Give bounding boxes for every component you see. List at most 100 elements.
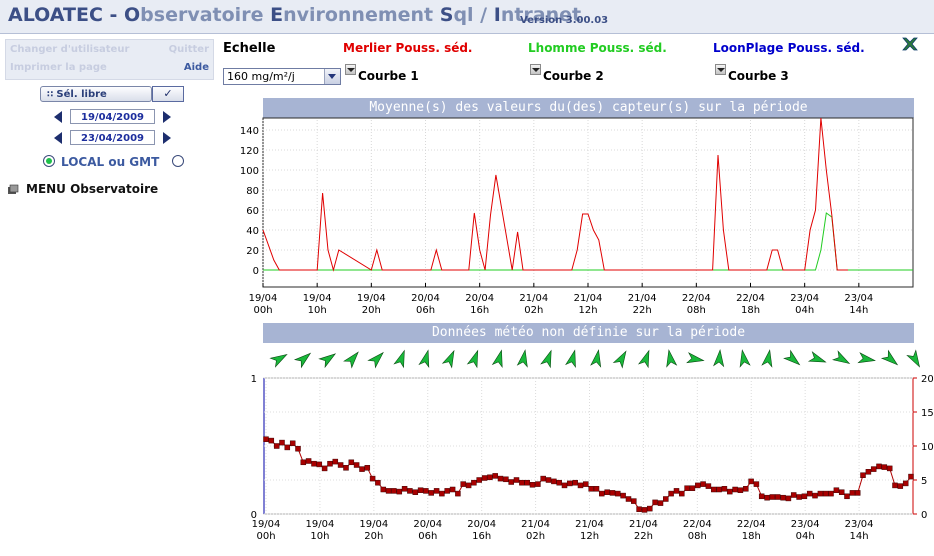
selection-mode-button[interactable]: ∷ Sél. libre	[40, 86, 152, 102]
wind-arrow-icon	[612, 350, 627, 369]
chart2-data-point	[359, 466, 365, 472]
app-title-part: I	[493, 4, 501, 26]
chart2-data-point	[838, 489, 845, 495]
chart1-y-tick: 120	[240, 146, 259, 157]
chart2-data-point	[599, 490, 605, 497]
chart-banner: Moyenne(s) des valeurs du(des) capteur(s…	[263, 98, 914, 118]
chart1-y-tick: 20	[246, 246, 259, 257]
chart2-x-tick-hour: 04h	[796, 531, 815, 542]
chart1-y-tick: 140	[240, 126, 259, 137]
previous-end-date-arrow-icon[interactable]	[54, 132, 62, 144]
next-start-date-arrow-icon[interactable]	[163, 111, 171, 123]
wind-arrow-shape	[293, 352, 312, 369]
chart2-data-point	[652, 499, 658, 506]
previous-start-date-arrow-icon[interactable]	[54, 111, 62, 123]
chart1-y-tick: 100	[240, 166, 259, 177]
next-end-date-arrow-icon[interactable]	[163, 132, 171, 144]
chart2-data-point	[508, 479, 514, 485]
wind-arrow-shape	[491, 349, 503, 369]
chart2-data-point	[817, 490, 824, 497]
curve-2-dropdown-icon[interactable]	[530, 64, 541, 75]
chart2-data-point	[353, 462, 360, 468]
curve-1-dropdown-icon[interactable]	[345, 64, 356, 75]
chart2-data-point	[796, 494, 802, 500]
chart2-data-point	[279, 439, 285, 446]
print-page-link[interactable]: Imprimer la page	[10, 62, 107, 73]
chart2-y-left-tick: 1	[251, 374, 257, 385]
wind-arrow-shape	[832, 350, 851, 365]
chart2-data-point	[716, 486, 722, 493]
wind-arrow-shape	[739, 349, 751, 368]
chart1-x-tick-date: 19/04	[303, 293, 332, 304]
wind-arrow-shape	[318, 353, 337, 369]
chart2-data-point	[753, 481, 760, 487]
change-user-link[interactable]: Changer d'utilisateur	[10, 44, 130, 55]
wind-arrow-icon	[516, 349, 528, 368]
chart2-data-point	[897, 483, 904, 489]
help-link[interactable]: Aide	[183, 62, 209, 73]
app-title-part: ALOATEC -	[8, 4, 125, 26]
scale-select-value: 160 mg/m²/j	[227, 70, 295, 83]
meteo-banner: Données météo non définie sur la période	[263, 323, 914, 343]
chart2-data-point	[439, 490, 445, 497]
chart2-data-point	[396, 488, 403, 495]
wind-arrow-icon	[367, 351, 384, 369]
wind-arrow-shape	[807, 351, 827, 363]
grid-icon: ∷	[47, 90, 57, 100]
chevron-down-icon[interactable]	[324, 69, 340, 84]
meteo-chart: 010510152019/0400h19/0410h19/0420h20/040…	[251, 374, 934, 542]
excel-export-icon[interactable]	[902, 37, 918, 51]
chart2-x-tick-hour: 02h	[526, 531, 545, 542]
local-time-radio[interactable]	[43, 155, 55, 167]
chart2-x-tick-hour: 16h	[472, 531, 491, 542]
chart1-x-tick-hour: 20h	[362, 305, 381, 316]
chart2-x-tick-date: 21/04	[575, 519, 604, 530]
sensor-label-1: Merlier Pouss. séd.	[343, 41, 473, 55]
chart1-y-tick: 60	[246, 206, 259, 217]
chart2-data-point	[513, 477, 520, 483]
chart2-data-point	[631, 498, 637, 504]
wind-arrow-shape	[857, 352, 876, 364]
chart2-data-point	[529, 482, 536, 488]
scale-select[interactable]: 160 mg/m²/j	[223, 68, 341, 85]
chart2-data-point	[428, 490, 434, 496]
chart2-data-point	[833, 487, 840, 493]
quit-link[interactable]: Quitter	[168, 44, 209, 55]
chart2-data-point	[695, 482, 701, 489]
chart2-data-point	[519, 479, 525, 486]
chart2-x-tick-hour: 00h	[256, 531, 275, 542]
chart2-x-tick-date: 23/04	[791, 519, 820, 530]
wind-arrow-shape	[540, 349, 552, 369]
chart1-x-tick-hour: 12h	[578, 305, 597, 316]
chart2-data-point	[737, 487, 744, 493]
chart1-x-tick-date: 21/04	[574, 293, 603, 304]
chart2-x-tick-hour: 14h	[850, 531, 869, 542]
chart1-x-tick-date: 20/04	[411, 293, 440, 304]
validate-button[interactable]: ✓	[152, 86, 184, 102]
gmt-time-radio[interactable]	[172, 155, 184, 167]
menu-observatoire-link[interactable]: MENU Observatoire	[26, 182, 159, 196]
chart2-data-point	[812, 492, 818, 499]
dust-chart: 02040608010012014016019/0400h19/0410h19/…	[240, 115, 914, 316]
wind-arrow-icon	[565, 349, 576, 369]
chart2-y-right-tick: 10	[921, 442, 934, 453]
chart2-data-point	[444, 488, 450, 494]
wind-arrow-shape	[761, 349, 773, 368]
chart2-x-tick-hour: 18h	[742, 531, 761, 542]
chart2-data-point	[828, 490, 834, 497]
chart2-data-point	[567, 480, 573, 487]
chart2-data-point	[524, 479, 530, 486]
chart1-x-tick-date: 19/04	[249, 293, 278, 304]
chart2-data-point	[908, 473, 914, 480]
chart2-data-point	[743, 486, 749, 492]
wind-arrow-shape	[367, 351, 384, 369]
wind-arrow-shape	[686, 352, 705, 364]
chart2-data-point	[583, 481, 589, 487]
chart1-y-tick: 80	[246, 186, 259, 197]
chart2-data-point	[471, 479, 477, 486]
end-date-input[interactable]: 23/04/2009	[70, 130, 155, 145]
wind-arrow-icon	[807, 351, 827, 363]
chart2-data-point	[343, 465, 349, 471]
start-date-input[interactable]: 19/04/2009	[70, 109, 155, 124]
curve-3-dropdown-icon[interactable]	[715, 64, 726, 75]
